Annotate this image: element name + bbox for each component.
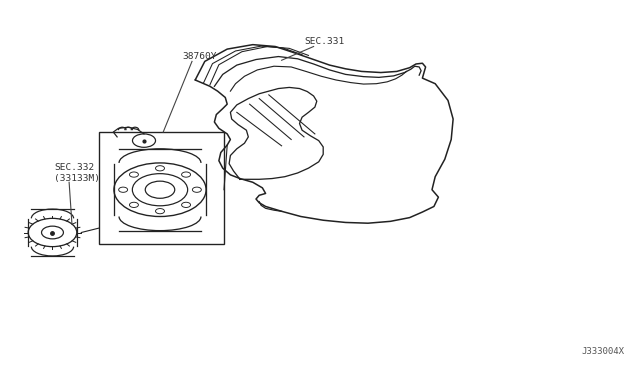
Text: SEC.332
(33133M): SEC.332 (33133M) xyxy=(54,163,100,183)
Bar xyxy=(99,132,224,244)
Text: SEC.331: SEC.331 xyxy=(304,38,344,46)
Text: 38760Y: 38760Y xyxy=(182,52,217,61)
Text: J333004X: J333004X xyxy=(581,347,624,356)
